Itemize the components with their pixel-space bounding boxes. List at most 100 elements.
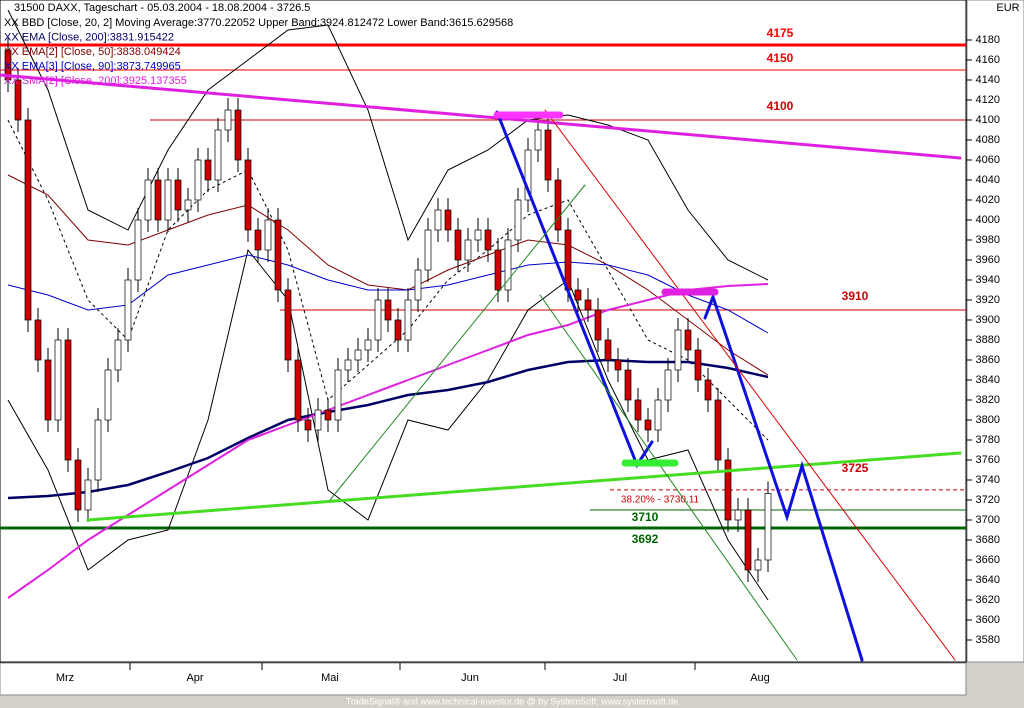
level-label: 3725: [842, 461, 869, 475]
level-label: 3692: [632, 532, 659, 546]
y-tick-label: 3740: [976, 474, 1000, 486]
candle-body: [244, 159, 252, 231]
candle-body: [294, 359, 302, 421]
chart-title: 31500 DAXX, Tageschart - 05.03.2004 - 18…: [14, 2, 310, 14]
y-axis-panel: [966, 0, 1024, 663]
candle-body: [44, 359, 52, 421]
candle-body: [604, 339, 612, 361]
candle-body: [144, 179, 152, 221]
candle-body: [114, 339, 122, 371]
candle-body: [584, 299, 592, 311]
candle-body: [234, 109, 242, 161]
candle-body: [484, 229, 492, 251]
level-label: 4175: [767, 26, 794, 40]
candle-body: [284, 289, 292, 361]
y-tick-label: 3800: [976, 414, 1000, 426]
candle-body: [64, 339, 72, 461]
candle-body: [724, 459, 732, 521]
band-lower: [7, 248, 769, 601]
y-tick-label: 3860: [976, 354, 1000, 366]
x-axis-panel: [0, 662, 967, 696]
candle-body: [344, 359, 352, 371]
candle-body: [594, 309, 602, 341]
level-label: 4100: [767, 99, 794, 113]
y-tick-label: 4180: [976, 34, 1000, 46]
x-tick-label: Mrz: [56, 672, 74, 684]
y-tick-label: 3640: [976, 574, 1000, 586]
y-tick-label: 3780: [976, 434, 1000, 446]
y-tick-label: 3820: [976, 394, 1000, 406]
candle-body: [24, 119, 32, 321]
candle-body: [224, 109, 232, 131]
y-tick-label: 3680: [976, 534, 1000, 546]
candle-body: [464, 239, 472, 261]
candle-body: [184, 199, 192, 211]
candle-body: [574, 289, 582, 301]
y-tick-label: 3840: [976, 374, 1000, 386]
y-tick-label: 3580: [976, 634, 1000, 646]
candle-body: [674, 329, 682, 371]
candle-body: [734, 509, 742, 521]
candle-body: [74, 459, 82, 511]
legend-entry: XX EMA[2] [Close, 50]:3838.049424: [4, 46, 181, 58]
candle-body: [454, 229, 462, 261]
candle-body: [174, 179, 182, 211]
candle-body: [134, 219, 142, 281]
y-tick-label: 4100: [976, 114, 1000, 126]
y-tick-label: 4140: [976, 74, 1000, 86]
y-tick-label: 3900: [976, 314, 1000, 326]
level-label: 3710: [632, 510, 659, 524]
candle-body: [554, 179, 562, 231]
candle-body: [534, 129, 542, 151]
plot: [0, 9, 966, 662]
candle-body: [304, 419, 312, 431]
trendline: [329, 184, 586, 501]
candle-body: [494, 249, 502, 291]
candle-body: [124, 279, 132, 341]
candle-body: [354, 349, 362, 361]
candle-body: [684, 329, 692, 351]
candle-body: [524, 149, 532, 201]
candle-body: [754, 559, 762, 571]
candle-body: [214, 129, 222, 181]
candle-body: [504, 239, 512, 291]
y-tick-label: 4160: [976, 54, 1000, 66]
candle-body: [14, 79, 22, 121]
y-tick-label: 4060: [976, 154, 1000, 166]
y-tick-label: 3920: [976, 294, 1000, 306]
candle-body: [614, 359, 622, 371]
candle-body: [544, 129, 552, 181]
candle-body: [394, 319, 402, 341]
candle-body: [424, 229, 432, 271]
trendline: [86, 451, 962, 522]
candle-body: [324, 409, 332, 421]
candle-body: [4, 49, 12, 81]
candle-body: [204, 159, 212, 181]
indicator-line: [7, 358, 769, 500]
legend-entry: XX EMA[3] [Close, 90]:3873.749965: [4, 60, 181, 72]
trendline: [0, 73, 962, 160]
candle-body: [84, 479, 92, 511]
candle-body: [714, 399, 722, 461]
legend-entry: XX SMA[2] [Close, 200]:3925.137355: [4, 75, 187, 87]
candle-body: [654, 399, 662, 431]
y-tick-label: 3600: [976, 614, 1000, 626]
candle-body: [194, 159, 202, 201]
y-tick-label: 4040: [976, 174, 1000, 186]
indicator-line: [7, 283, 769, 599]
candle-body: [664, 369, 672, 401]
candle-body: [704, 379, 712, 401]
candle-body: [154, 179, 162, 221]
x-tick-label: Apr: [186, 672, 203, 684]
y-tick-label: 3720: [976, 494, 1000, 506]
candle-body: [474, 229, 482, 241]
candle-body: [514, 199, 522, 241]
candle-body: [164, 179, 172, 221]
x-tick-label: Aug: [750, 672, 770, 684]
candle-body: [744, 509, 752, 571]
candle-body: [414, 269, 422, 301]
candle-body: [764, 493, 772, 561]
y-tick-label: 3960: [976, 254, 1000, 266]
x-tick-label: Jul: [613, 672, 627, 684]
